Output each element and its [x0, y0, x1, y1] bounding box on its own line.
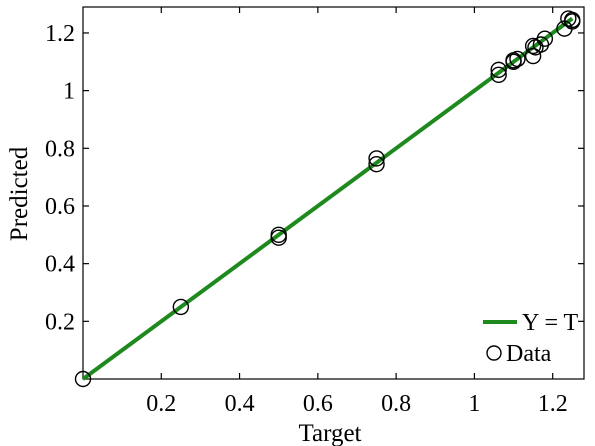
x-axis-ticks: 0.2 0.4 0.6 0.8 1 1.2 — [146, 7, 568, 417]
legend-label-line: Y = T — [522, 310, 579, 336]
x-axis-title: Target — [298, 420, 361, 446]
y-tick-label: 0.4 — [45, 252, 75, 278]
data-point — [524, 47, 542, 65]
data-point — [505, 52, 522, 69]
data-point — [172, 298, 190, 316]
data-point — [524, 37, 542, 55]
data-point — [490, 61, 507, 79]
data-point — [74, 370, 92, 388]
x-tick-label: 0.2 — [146, 391, 176, 417]
data-point — [532, 36, 550, 53]
data-point — [536, 30, 554, 47]
fit-line-segment — [81, 16, 574, 381]
data-point — [564, 11, 581, 29]
y-tick-label: 0.6 — [45, 194, 75, 220]
y-tick-label: 1.2 — [45, 21, 75, 47]
legend: Y = T Data — [483, 310, 579, 367]
data-point — [270, 226, 287, 244]
data-point — [490, 66, 507, 83]
legend-marker-swatch — [486, 345, 502, 361]
y-axis-title: Predicted — [6, 146, 33, 241]
x-tick-label: 1 — [468, 391, 480, 417]
data-point — [368, 155, 385, 173]
y-tick-label: 0.8 — [45, 136, 75, 162]
y-axis-ticks: 0.2 0.4 0.6 0.8 1 1.2 — [45, 21, 584, 335]
x-tick-label: 0.6 — [303, 391, 333, 417]
x-tick-label: 1.2 — [538, 391, 568, 417]
y-tick-label: 1 — [63, 79, 75, 105]
x-tick-label: 0.4 — [225, 391, 255, 417]
series-layer — [74, 10, 581, 388]
x-tick-label: 0.8 — [381, 391, 411, 417]
data-point — [368, 150, 385, 167]
legend-label-data: Data — [506, 341, 552, 367]
y-tick-label: 0.2 — [45, 309, 75, 335]
